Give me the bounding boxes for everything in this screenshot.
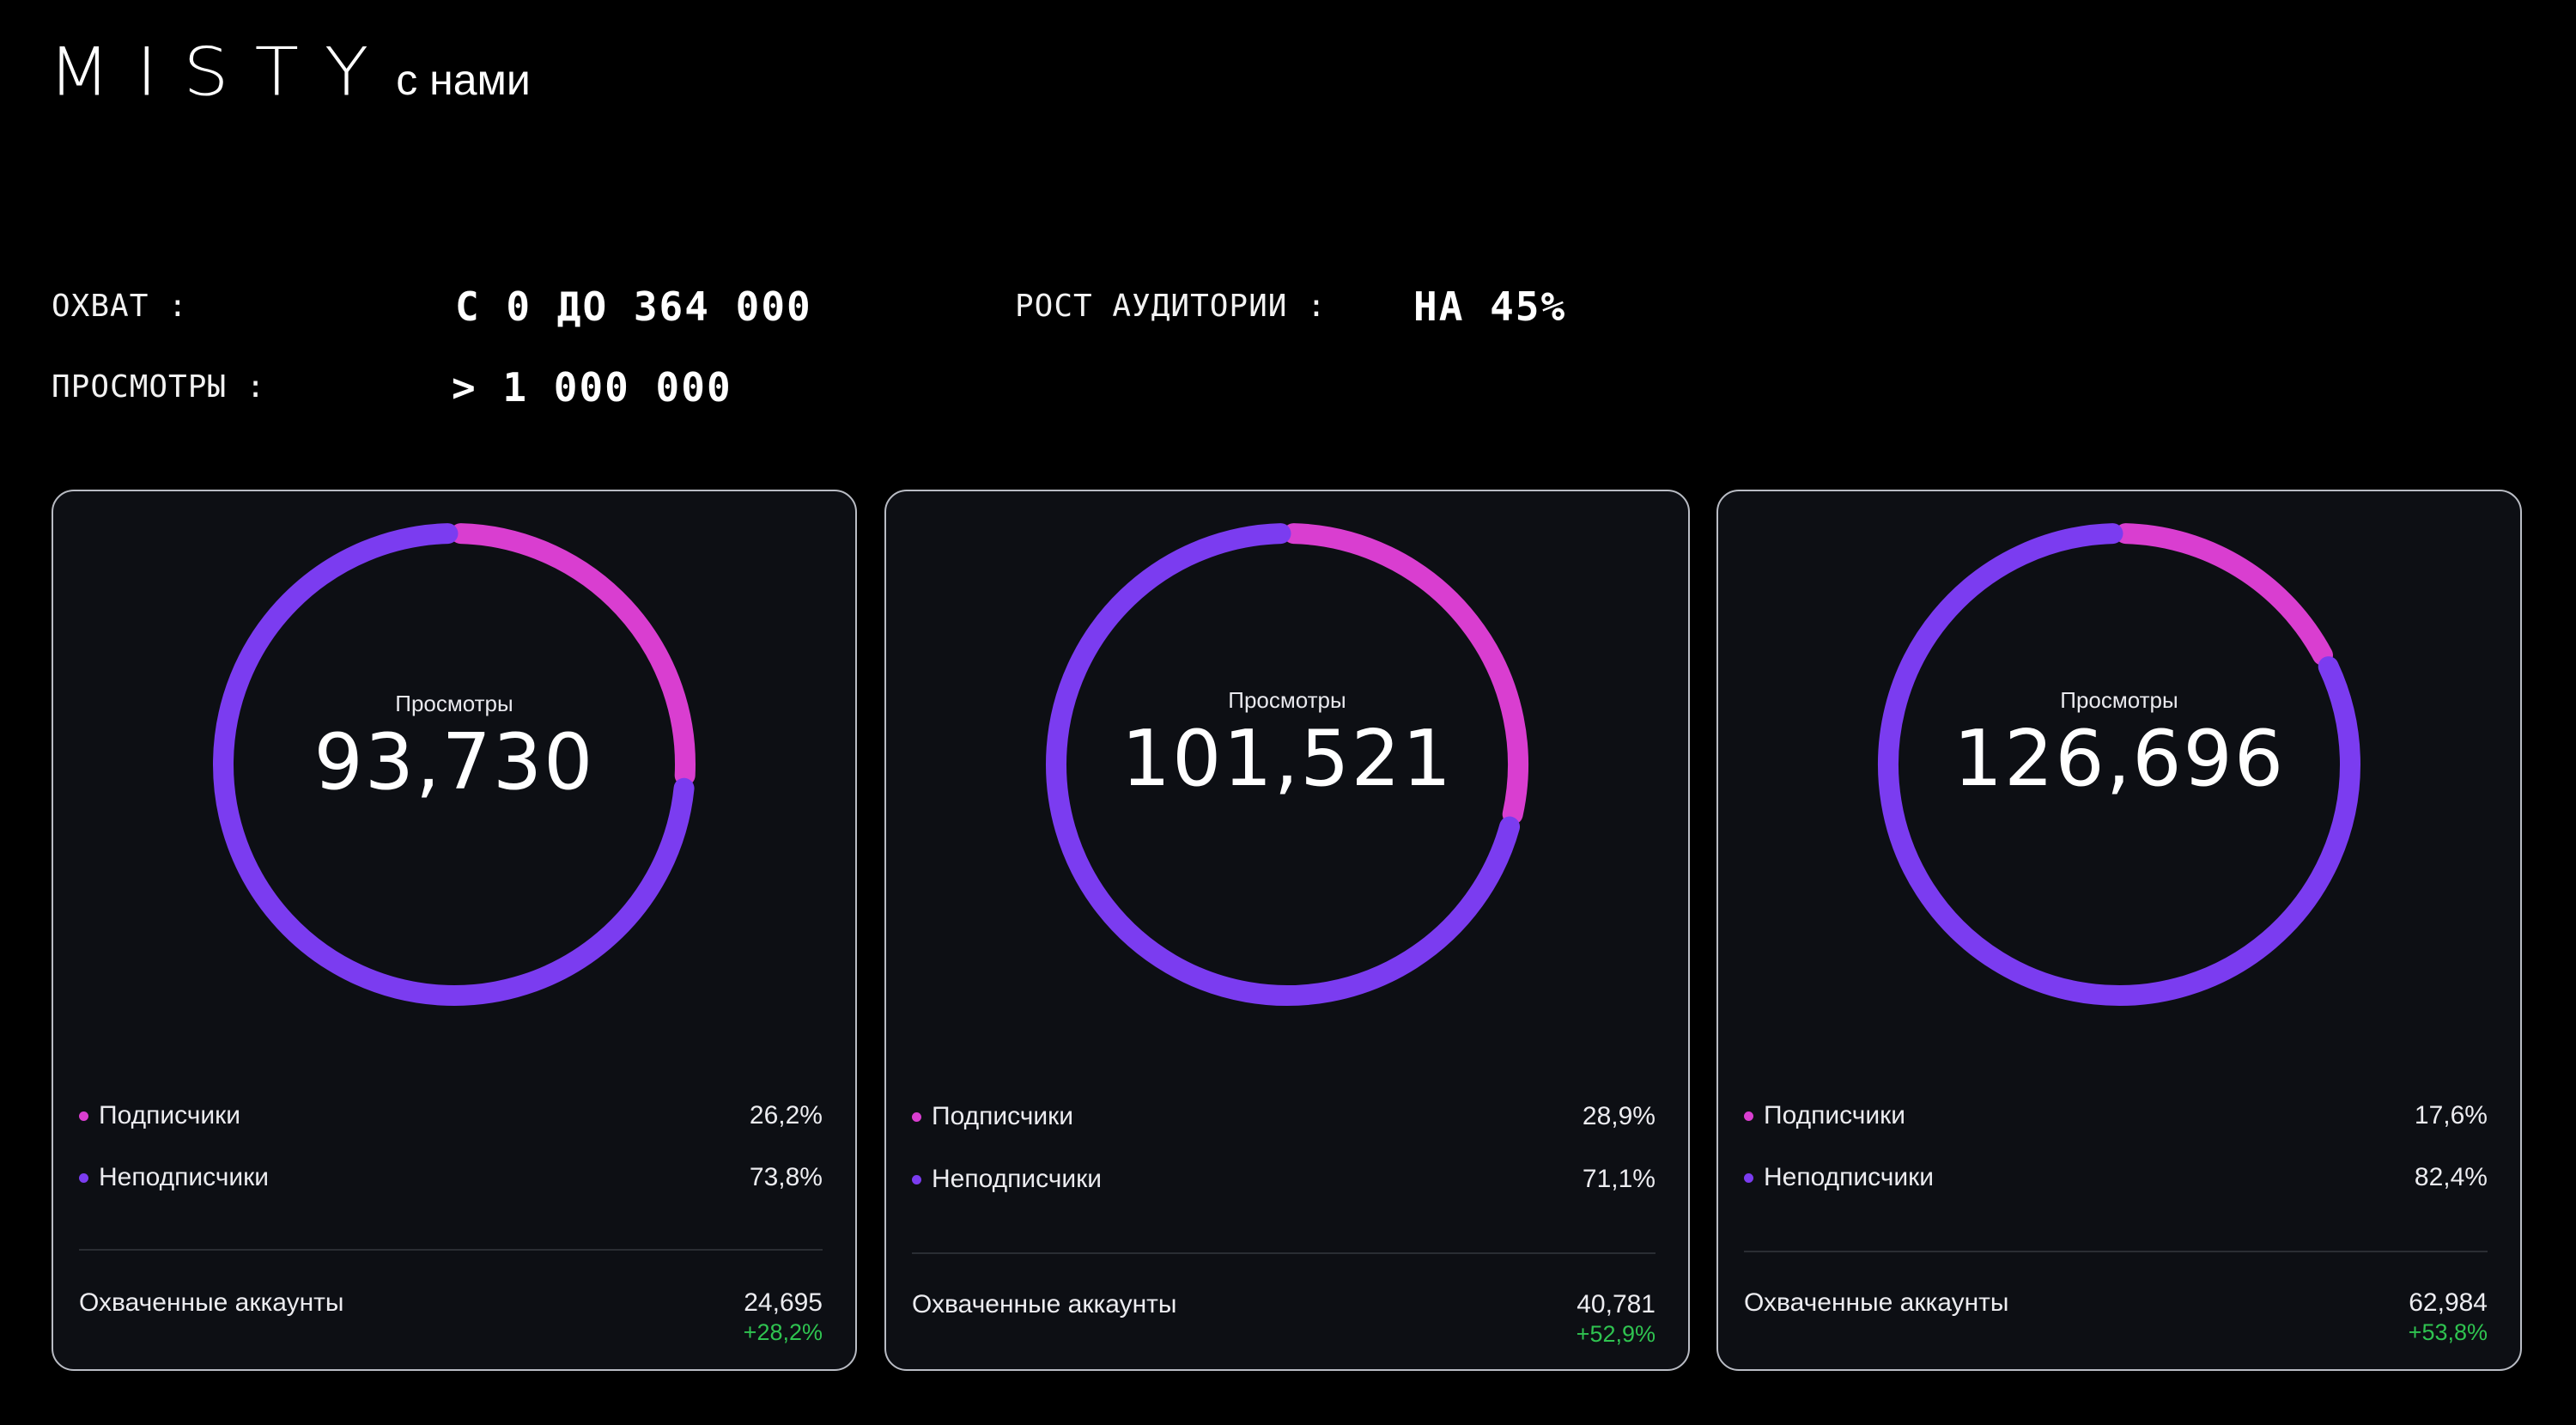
brand-tagline: с нами (396, 56, 531, 104)
legend-label: Неподписчики (1764, 1163, 1935, 1191)
donut-center: Просмотры 126,696 (1718, 687, 2520, 804)
donut-center: Просмотры 93,730 (53, 691, 855, 807)
stats-card-3: Просмотры 126,696 Подписчики 17,6% Непод… (1716, 490, 2522, 1371)
stats-card-2: Просмотры 101,521 Подписчики 28,9% Непод… (884, 490, 1690, 1371)
divider (79, 1249, 823, 1251)
legend-label: Неподписчики (932, 1165, 1103, 1193)
reach-row: Охваченные аккаунты 24,695 +28,2% (79, 1288, 823, 1346)
non-followers-dot-icon (1744, 1172, 1753, 1183)
donut-slice-non-followers (1046, 523, 1521, 1006)
followers-dot-icon (912, 1111, 921, 1122)
views-label: ПРОСМОТРЫ : (52, 369, 266, 405)
reach-row: Охваченные аккаунты 62,984 +53,8% (1744, 1288, 2488, 1346)
stats-card-1: Просмотры 93,730 Подписчики 26,2% Неподп… (52, 490, 857, 1371)
legend-non-followers: Неподписчики 73,8% (79, 1159, 823, 1197)
legend-value: 17,6% (2414, 1101, 2488, 1130)
brand: MISTY с нами (48, 40, 531, 105)
donut-total-views: 101,521 (1121, 714, 1454, 804)
growth-label: РОСТ АУДИТОРИИ : (1015, 289, 1327, 324)
legend-value: 28,9% (1582, 1102, 1656, 1130)
donut-caption: Просмотры (1228, 687, 1346, 713)
reach-label: ОХВАТ : (52, 289, 188, 324)
legend-followers: Подписчики 28,9% (912, 1098, 1656, 1136)
reach-value: 40,781 (1577, 1290, 1656, 1318)
non-followers-dot-icon (79, 1172, 88, 1183)
legend-label: Неподписчики (99, 1163, 270, 1191)
reach-label: Охваченные аккаунты (1744, 1288, 2009, 1317)
reach-growth: +52,9% (1576, 1321, 1656, 1347)
donut-slice-non-followers (1878, 523, 2360, 1006)
legend-label: Подписчики (932, 1102, 1074, 1130)
reach-value: 62,984 (2409, 1288, 2488, 1317)
views-value: > 1 000 000 (452, 364, 732, 411)
growth-value: НА 45% (1413, 283, 1567, 330)
legend-followers: Подписчики 17,6% (1744, 1097, 2488, 1135)
reach-row: Охваченные аккаунты 40,781 +52,9% (912, 1290, 1656, 1348)
donut-slice-followers (450, 523, 696, 786)
reach-value: 24,695 (744, 1288, 823, 1317)
reach-value: С 0 ДО 364 000 (455, 283, 812, 330)
reach-growth: +28,2% (743, 1319, 823, 1345)
legend-non-followers: Неподписчики 82,4% (1744, 1159, 2488, 1197)
donut-slice-followers (2115, 523, 2333, 666)
donut-caption: Просмотры (2060, 687, 2178, 713)
reach-label: Охваченные аккаунты (79, 1288, 344, 1317)
donut-slice-followers (1283, 523, 1528, 825)
followers-dot-icon (79, 1111, 88, 1121)
reach-label: Охваченные аккаунты (912, 1290, 1177, 1318)
divider (912, 1252, 1656, 1254)
legend-value: 71,1% (1582, 1165, 1656, 1193)
non-followers-dot-icon (912, 1174, 921, 1184)
legend-followers: Подписчики 26,2% (79, 1097, 823, 1135)
donut-caption: Просмотры (395, 691, 513, 716)
legend-non-followers: Неподписчики 71,1% (912, 1160, 1656, 1198)
donut-center: Просмотры 101,521 (886, 687, 1688, 804)
legend-value: 73,8% (749, 1163, 823, 1191)
legend-value: 26,2% (749, 1101, 823, 1130)
legend-label: Подписчики (1764, 1101, 1906, 1130)
legend-label: Подписчики (99, 1101, 241, 1130)
donut-slice-non-followers (213, 523, 695, 1006)
donut-chart-2 (1046, 523, 1528, 1006)
followers-dot-icon (1744, 1111, 1753, 1121)
donut-total-views: 126,696 (1953, 714, 2286, 804)
divider (1744, 1251, 2488, 1252)
brand-logo: MISTY (48, 44, 395, 100)
donut-total-views: 93,730 (313, 717, 595, 807)
donut-chart-1 (213, 523, 696, 1006)
donut-chart-3 (1878, 523, 2360, 1006)
legend-value: 82,4% (2414, 1163, 2488, 1191)
reach-growth: +53,8% (2408, 1319, 2488, 1345)
